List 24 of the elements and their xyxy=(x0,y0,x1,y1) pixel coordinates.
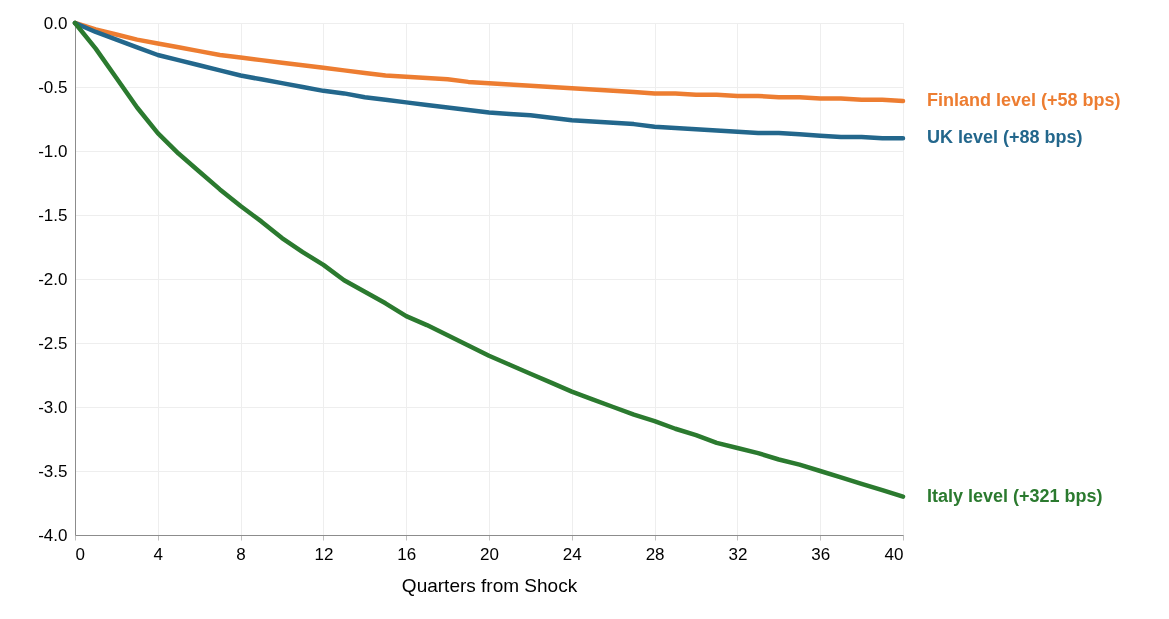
x-tick-label: 32 xyxy=(728,544,748,564)
y-tick-label: -0.5 xyxy=(38,77,68,97)
x-tick-label: 24 xyxy=(562,544,582,564)
y-tick-label: -3.5 xyxy=(38,461,68,481)
y-tick-label: 0.0 xyxy=(43,13,68,33)
series-label: UK level (+88 bps) xyxy=(927,127,1083,148)
x-tick-label: 28 xyxy=(645,544,665,564)
series-label: Finland level (+58 bps) xyxy=(927,90,1121,111)
x-tick-label: 40 xyxy=(884,544,904,564)
x-axis-title: Quarters from Shock xyxy=(401,574,578,596)
y-tick-label: -3.0 xyxy=(38,397,68,417)
y-tick-label: -1.5 xyxy=(38,205,68,225)
x-tick-label: 36 xyxy=(811,544,831,564)
x-tick-label: 20 xyxy=(480,544,499,564)
y-tick-label: -2.0 xyxy=(38,269,68,289)
x-tick-label: 4 xyxy=(153,544,164,564)
y-tick-label: -1.0 xyxy=(38,141,68,161)
series-label: Italy level (+321 bps) xyxy=(927,485,1103,506)
x-tick-label: 16 xyxy=(397,544,417,564)
x-tick-label: 0 xyxy=(75,544,85,564)
x-tick-label: 8 xyxy=(236,544,246,564)
y-tick-label: -4.0 xyxy=(38,525,68,545)
y-tick-label: -2.5 xyxy=(38,333,68,353)
x-tick-label: 12 xyxy=(314,544,334,564)
